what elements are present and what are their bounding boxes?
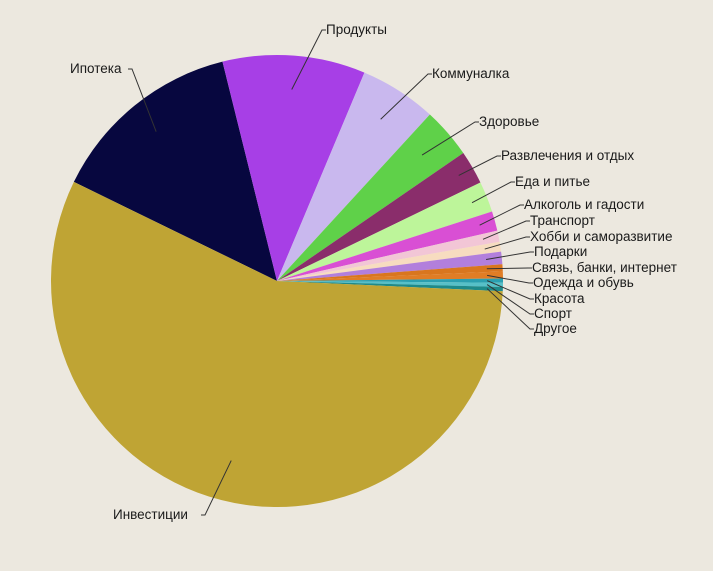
leader-line bbox=[380, 73, 432, 120]
pie-slice bbox=[277, 211, 498, 281]
leader-line bbox=[486, 267, 532, 270]
leader-line bbox=[471, 181, 515, 204]
pie-slice bbox=[277, 182, 493, 281]
slice-label: Ипотека bbox=[70, 61, 122, 76]
slice-label: Красота bbox=[534, 291, 585, 306]
slice-label: Хобби и саморазвитие bbox=[530, 229, 672, 244]
pie-slice bbox=[222, 55, 365, 282]
leader-line bbox=[291, 29, 326, 90]
pie-slice bbox=[277, 281, 503, 292]
pie-slice bbox=[50, 181, 503, 508]
pie-slice bbox=[277, 72, 430, 281]
slice-label: Еда и питье bbox=[515, 174, 590, 189]
leader-line bbox=[479, 204, 524, 226]
pie-slice bbox=[277, 230, 500, 281]
slice-label: Продукты bbox=[326, 22, 387, 37]
slice-label: Транспорт bbox=[530, 213, 595, 228]
leader-line bbox=[128, 68, 157, 132]
pie-slice bbox=[277, 251, 503, 281]
pie-slice bbox=[277, 281, 503, 287]
slice-label: Одежда и обувь bbox=[533, 275, 634, 290]
leader-line bbox=[487, 274, 533, 284]
slice-label: Спорт bbox=[534, 306, 572, 321]
leader-line bbox=[486, 288, 534, 330]
pie-slice bbox=[277, 241, 502, 281]
leader-line bbox=[421, 121, 479, 156]
pie-slice bbox=[277, 264, 503, 281]
leader-line bbox=[482, 220, 530, 240]
leader-line bbox=[484, 236, 530, 250]
leader-lines bbox=[128, 29, 534, 516]
pie-slice bbox=[277, 114, 464, 281]
slice-label: Инвестиции bbox=[113, 507, 188, 522]
leader-line bbox=[458, 155, 501, 176]
slice-labels: Ипотека Продукты Коммуналка Здоровье Развлеч… bbox=[70, 22, 677, 522]
slice-label: Развлечения и отдых bbox=[501, 148, 634, 163]
pie-slice bbox=[277, 271, 503, 281]
slice-label: Подарки bbox=[534, 244, 587, 259]
slice-label: Здоровье bbox=[479, 114, 539, 129]
pie-slices bbox=[50, 55, 504, 508]
slice-label: Алкоголь и гадости bbox=[524, 197, 644, 212]
slice-label: Другое bbox=[534, 321, 577, 336]
leader-line bbox=[486, 280, 534, 300]
pie-slice bbox=[73, 61, 277, 281]
slice-label: Коммуналка bbox=[432, 66, 510, 81]
leader-line bbox=[486, 284, 534, 315]
leader-line bbox=[485, 251, 534, 261]
pie-slice bbox=[277, 278, 504, 283]
pie-slice bbox=[277, 153, 481, 281]
leader-line bbox=[201, 460, 232, 516]
slice-label: Связь, банки, интернет bbox=[532, 260, 677, 275]
